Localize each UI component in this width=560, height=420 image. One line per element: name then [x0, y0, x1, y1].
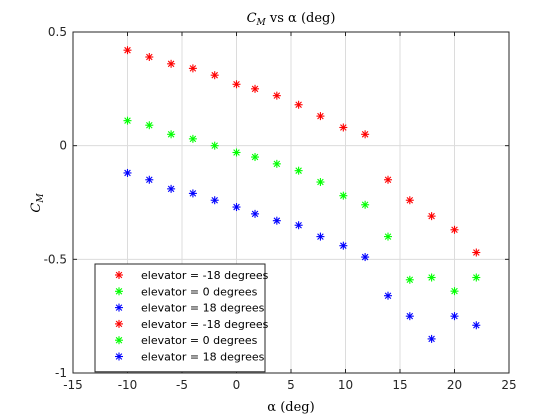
data-point — [361, 130, 370, 139]
legend: elevator = -18 degrees elevator = 0 degre… — [94, 263, 269, 373]
data-point — [384, 175, 393, 184]
data-point — [210, 141, 219, 150]
data-point — [145, 121, 154, 130]
x-tick-label: 10 — [338, 378, 353, 392]
data-point — [167, 59, 176, 68]
x-tick-label: 5 — [287, 378, 295, 392]
data-point — [251, 153, 260, 162]
legend-label: elevator = 0 degrees — [141, 285, 258, 298]
x-tick-label: 15 — [392, 378, 407, 392]
data-point — [339, 191, 348, 200]
plot-frame — [72, 31, 510, 374]
data-point — [405, 312, 414, 321]
legend-label: elevator = 0 degrees — [141, 334, 258, 347]
data-point — [427, 273, 436, 282]
data-point — [294, 221, 303, 230]
x-tick-label: 0 — [233, 378, 241, 392]
y-axis-label-main: C — [29, 203, 44, 213]
data-point — [232, 203, 241, 212]
data-point — [294, 100, 303, 109]
data-point — [316, 112, 325, 121]
x-tick-label: 25 — [501, 378, 516, 392]
legend-label: elevator = 18 degrees — [141, 351, 265, 364]
legend-marker — [115, 336, 123, 345]
data-point — [316, 232, 325, 241]
data-point — [210, 196, 219, 205]
x-axis-label: α (deg) — [267, 400, 314, 415]
y-axis-label: CM — [29, 193, 46, 213]
data-point — [427, 334, 436, 343]
data-point — [472, 273, 481, 282]
data-point — [361, 253, 370, 262]
chart-title-sub: M — [256, 18, 267, 28]
legend-label: elevator = -18 degrees — [141, 269, 269, 282]
data-point — [251, 84, 260, 93]
data-markers — [123, 46, 481, 343]
data-point — [188, 134, 197, 143]
data-point — [472, 248, 481, 257]
data-point — [450, 287, 459, 296]
x-tick-label: -5 — [176, 378, 188, 392]
legend-marker — [115, 352, 123, 361]
legend-marker — [115, 271, 123, 279]
legend-label: elevator = -18 degrees — [141, 318, 269, 331]
data-point — [188, 64, 197, 73]
data-point — [427, 212, 436, 221]
data-point — [405, 196, 414, 205]
chart-title-main: C — [247, 11, 257, 26]
y-tick-label: 0 — [59, 139, 67, 153]
data-point — [316, 178, 325, 187]
data-point — [232, 80, 241, 89]
data-point — [361, 200, 370, 209]
y-tick-label: 0.5 — [48, 25, 67, 39]
legend-marker — [115, 319, 123, 328]
y-tick-label: -0.5 — [44, 252, 67, 266]
data-point — [272, 91, 281, 100]
data-point — [188, 189, 197, 198]
legend-marker — [115, 303, 123, 312]
chart-title-rest: vs α (deg) — [266, 11, 336, 26]
data-point — [167, 130, 176, 139]
data-point — [123, 168, 132, 177]
data-point — [450, 225, 459, 234]
data-point — [272, 159, 281, 168]
chart-title: CM vs α (deg) — [247, 11, 336, 28]
y-axis-label-sub: M — [36, 193, 46, 204]
data-point — [384, 291, 393, 300]
data-point — [450, 312, 459, 321]
x-tick-label: -10 — [118, 378, 138, 392]
data-point — [123, 46, 132, 55]
legend-box — [94, 263, 266, 373]
data-point — [384, 232, 393, 241]
data-point — [210, 71, 219, 80]
legend-label: elevator = 18 degrees — [141, 302, 265, 315]
legend-marker — [115, 287, 123, 296]
x-tick-label: 20 — [447, 378, 462, 392]
data-point — [123, 116, 132, 125]
x-tick-label: -15 — [63, 378, 83, 392]
data-point — [472, 321, 481, 330]
data-point — [167, 184, 176, 193]
data-point — [294, 166, 303, 175]
data-point — [145, 175, 154, 184]
data-point — [251, 209, 260, 218]
data-point — [405, 275, 414, 284]
y-tick-label: -1 — [55, 366, 67, 380]
data-point — [145, 53, 154, 62]
data-point — [272, 216, 281, 225]
data-point — [339, 123, 348, 132]
data-point — [339, 241, 348, 250]
data-point — [232, 148, 241, 157]
